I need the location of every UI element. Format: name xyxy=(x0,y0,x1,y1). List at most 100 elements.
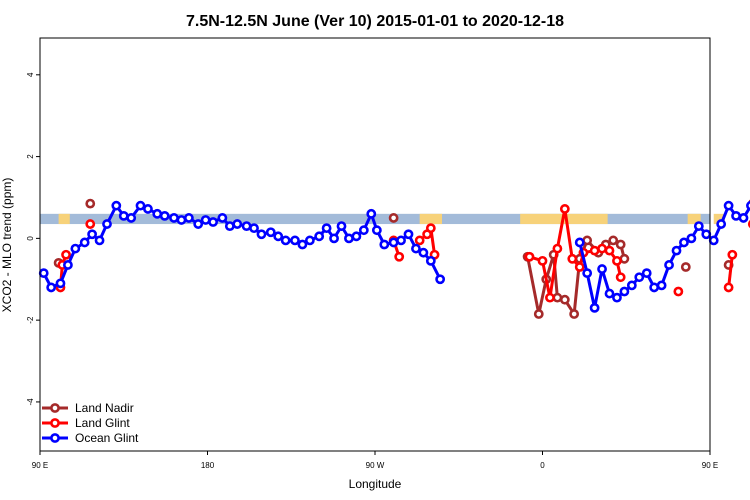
x-tick-label: 180 xyxy=(201,461,215,470)
data-point xyxy=(656,280,667,291)
data-point xyxy=(208,217,218,227)
data-point xyxy=(159,210,170,221)
series-line xyxy=(727,254,734,288)
data-point xyxy=(85,198,96,209)
axis-ticks: 90 E 180 90 W 0 90 E -4 -2 0 2 4 xyxy=(26,72,718,470)
plot-area xyxy=(38,198,750,319)
data-point xyxy=(418,247,429,258)
data-point xyxy=(567,253,578,264)
data-point xyxy=(94,235,105,246)
data-point xyxy=(143,204,153,214)
legend-marker xyxy=(50,433,60,443)
y-tick-label: -2 xyxy=(26,316,35,324)
data-point xyxy=(224,221,235,231)
data-point xyxy=(582,235,593,246)
data-point xyxy=(649,282,660,293)
data-point xyxy=(738,213,749,223)
data-point xyxy=(336,221,347,231)
data-point xyxy=(403,229,414,240)
data-point xyxy=(673,286,684,297)
data-point xyxy=(366,208,377,219)
data-point xyxy=(232,219,243,229)
data-point xyxy=(241,221,252,231)
data-point xyxy=(589,302,600,313)
land-mask-segment xyxy=(419,213,442,225)
data-point xyxy=(351,231,362,242)
data-point xyxy=(304,235,315,246)
y-axis-label: XCO2 - MLO trend (ppm) xyxy=(0,178,14,313)
data-point xyxy=(435,274,446,285)
land-mask-segment xyxy=(713,213,725,225)
data-point xyxy=(619,286,630,297)
data-point xyxy=(152,208,163,219)
data-point xyxy=(290,235,300,246)
data-point xyxy=(604,288,615,299)
data-point xyxy=(574,262,585,272)
data-point xyxy=(265,227,276,238)
data-point xyxy=(176,215,187,225)
data-point xyxy=(731,210,741,221)
x-tick-label: 90 E xyxy=(702,461,718,470)
data-point xyxy=(314,231,325,242)
data-point xyxy=(217,213,228,223)
data-point xyxy=(321,223,332,234)
data-point xyxy=(425,255,436,266)
data-point xyxy=(634,272,645,283)
data-point xyxy=(559,204,570,214)
data-point xyxy=(79,237,90,248)
data-point xyxy=(589,245,600,256)
data-point xyxy=(388,237,399,248)
data-point xyxy=(582,268,593,279)
x-tick-label: 90 W xyxy=(366,461,385,470)
data-point xyxy=(727,249,738,260)
data-point xyxy=(716,219,727,229)
data-point xyxy=(38,268,49,279)
data-point xyxy=(396,235,406,246)
data-point xyxy=(723,282,734,293)
data-point xyxy=(626,280,637,291)
data-point xyxy=(608,235,619,246)
data-point xyxy=(46,282,57,293)
data-point xyxy=(746,200,750,211)
legend-entry: Land Nadir xyxy=(75,401,134,415)
data-point xyxy=(297,239,308,250)
data-point xyxy=(612,255,622,266)
data-point xyxy=(545,292,555,303)
data-point xyxy=(693,221,704,231)
data-point xyxy=(55,278,66,289)
data-point xyxy=(411,243,421,254)
data-point xyxy=(708,235,719,246)
data-point xyxy=(425,223,436,234)
data-point xyxy=(87,229,98,240)
y-tick-label: 0 xyxy=(26,236,35,241)
y-tick-label: -4 xyxy=(26,398,35,406)
data-point xyxy=(394,251,405,262)
data-point xyxy=(569,309,580,319)
data-point xyxy=(574,237,585,248)
data-point xyxy=(344,233,354,244)
x-tick-label: 0 xyxy=(540,461,545,470)
data-point xyxy=(612,292,622,303)
data-point xyxy=(679,237,689,248)
legend-entry: Ocean Glint xyxy=(75,431,139,445)
x-axis-label: Longitude xyxy=(349,477,402,491)
data-point xyxy=(686,233,697,244)
data-point xyxy=(552,243,563,254)
data-point xyxy=(63,260,73,270)
data-point xyxy=(619,253,630,264)
data-point xyxy=(111,200,122,211)
data-point xyxy=(388,213,399,223)
data-point xyxy=(135,200,146,211)
data-point xyxy=(701,229,712,240)
data-point xyxy=(559,294,570,305)
data-point xyxy=(329,233,339,244)
data-point xyxy=(552,292,563,303)
data-point xyxy=(169,213,179,223)
data-point xyxy=(70,243,81,254)
data-point xyxy=(379,239,390,250)
data-point xyxy=(358,225,369,236)
data-point xyxy=(664,260,674,270)
data-point xyxy=(102,219,112,229)
